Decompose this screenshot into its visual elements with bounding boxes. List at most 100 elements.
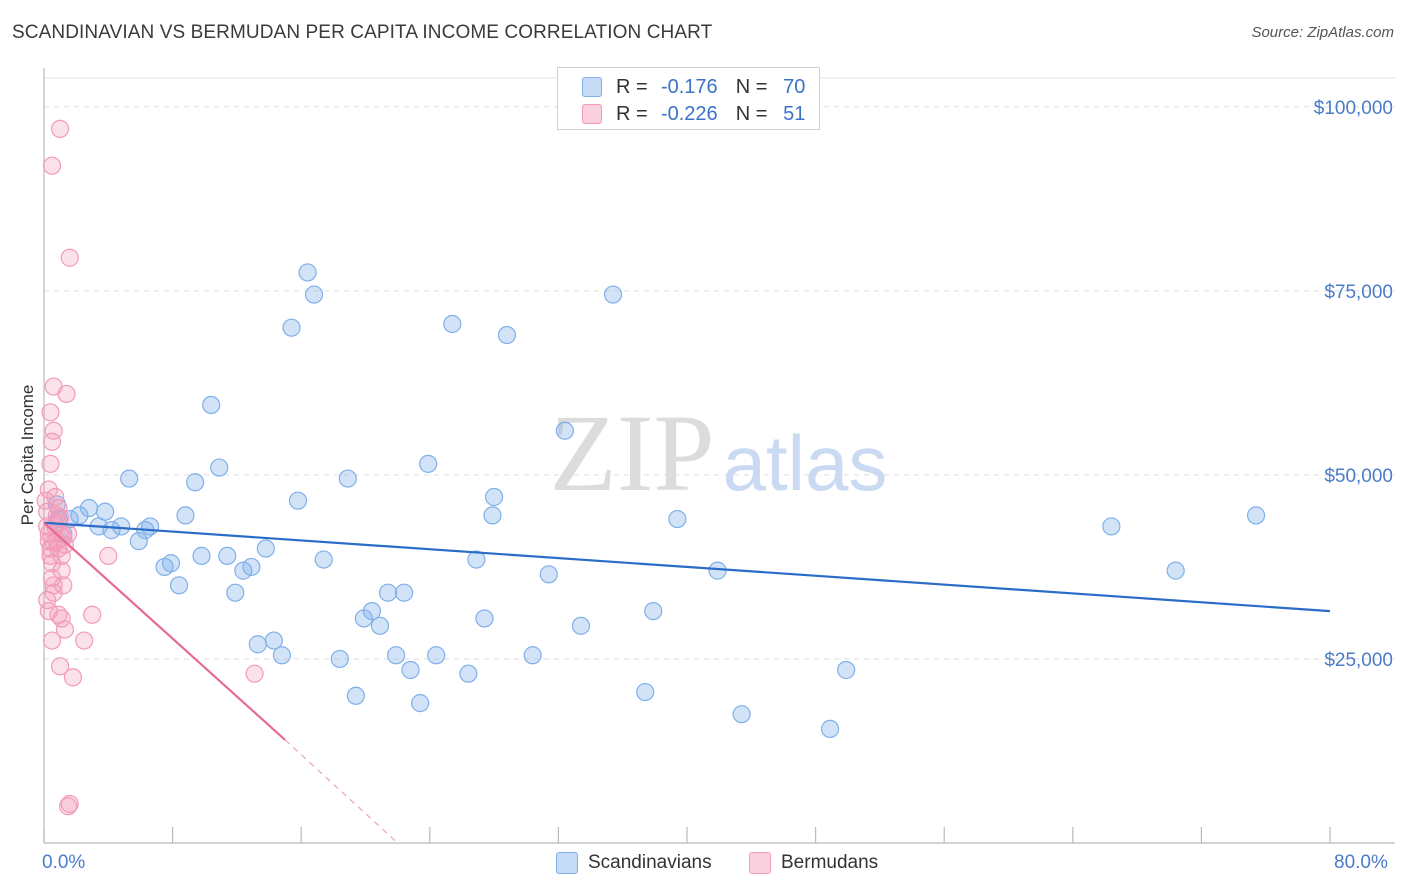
scandinavian-point-69 xyxy=(1246,506,1266,525)
scandinavian-point-11 xyxy=(129,532,148,551)
bermudan-point-50 xyxy=(50,508,70,527)
y-tick-label-1: $50,000 xyxy=(1324,466,1393,487)
scandinavian-point-21 xyxy=(210,458,229,477)
scandinavian-point-49 xyxy=(459,664,478,683)
bermudan-point-29 xyxy=(52,561,71,580)
scandinavian-point-41 xyxy=(378,583,398,602)
scandinavian-point-59 xyxy=(603,285,623,304)
scandinavian-point-55 xyxy=(523,646,542,665)
y-tick-label-3: $100,000 xyxy=(1314,98,1393,119)
trend-lines xyxy=(43,521,1331,844)
scandinavian-point-60 xyxy=(636,682,655,702)
scandinavian-point-66 xyxy=(837,660,856,680)
source-label: Source: ZipAtlas.com xyxy=(1251,24,1394,41)
r-label: R = xyxy=(616,75,648,98)
correlation-legend: R = -0.176 N = 70 R = -0.226 N = 51 xyxy=(557,67,820,130)
scandinavian-point-40 xyxy=(370,616,390,635)
y-tick-label-0: $25,000 xyxy=(1324,650,1393,671)
r-value: -0.226 xyxy=(660,102,718,125)
scandinavian-point-23 xyxy=(226,583,245,602)
bermudan-point-13 xyxy=(42,631,62,650)
scandinavian-point-45 xyxy=(411,694,430,713)
bermudan-point-26 xyxy=(52,546,71,565)
y-tick-label-2: $75,000 xyxy=(1324,282,1393,303)
n-label: N = xyxy=(735,75,768,98)
scandinavian-point-54 xyxy=(497,325,517,345)
bermudan-point-41 xyxy=(75,631,94,650)
bermudan-point-35 xyxy=(57,384,76,404)
bermudan-point-34 xyxy=(50,657,70,676)
scandinavian-point-52 xyxy=(483,506,502,525)
scandinavian-point-35 xyxy=(330,649,349,669)
scandinavian-point-42 xyxy=(386,646,406,665)
bermudan-point-28 xyxy=(55,535,74,554)
scandinavian-point-37 xyxy=(346,686,365,705)
x-tick-label-max: 80.0% xyxy=(1334,852,1388,873)
scandinavian-point-57 xyxy=(555,421,574,440)
bermudan-point-38 xyxy=(63,668,83,687)
bermudan-point-17 xyxy=(41,403,60,422)
scandinavian-point-20 xyxy=(202,395,221,415)
scandinavian-point-19 xyxy=(192,546,211,565)
legend-item-bermudans: Bermudans xyxy=(749,852,878,874)
scandinavian-point-51 xyxy=(475,609,494,628)
scandinavian-point-64 xyxy=(732,705,751,724)
scandinavian-point-58 xyxy=(571,616,591,635)
scandinavian-point-68 xyxy=(1166,561,1185,580)
scandinavian-point-44 xyxy=(401,660,420,680)
scandinavian-point-18 xyxy=(186,473,205,492)
scandinavian-point-22 xyxy=(218,546,237,565)
scandinavian-point-62 xyxy=(668,509,687,529)
bermudans-points xyxy=(36,119,264,816)
n-value: 51 xyxy=(783,102,806,125)
scandinavian-point-61 xyxy=(644,601,663,621)
bermudan-point-32 xyxy=(52,609,71,628)
bermudans-trend-line xyxy=(43,521,286,741)
bermudan-point-19 xyxy=(39,480,58,499)
scandinavian-point-30 xyxy=(282,318,301,337)
scandinavian-point-65 xyxy=(820,719,840,738)
scandinavian-point-48 xyxy=(443,314,462,334)
bermudan-point-44 xyxy=(245,664,264,683)
scandinavian-point-26 xyxy=(248,635,267,654)
r-value: -0.176 xyxy=(660,75,718,98)
bermudan-point-30 xyxy=(54,576,73,595)
legend-label-scandinavians: Scandinavians xyxy=(588,852,712,873)
watermark-zip: ZIP xyxy=(550,392,715,514)
scandinavian-point-9 xyxy=(112,517,131,536)
scandinavian-point-56 xyxy=(539,565,558,584)
axes xyxy=(43,68,1395,844)
bermudan-point-16 xyxy=(44,421,63,440)
r-label: R = xyxy=(616,102,648,125)
scandinavian-point-25 xyxy=(242,557,261,577)
bermudans-trend-extension xyxy=(284,739,399,844)
legend-swatch-pink xyxy=(582,104,602,124)
scandinavian-point-46 xyxy=(419,454,438,473)
scandinavian-point-29 xyxy=(272,646,292,665)
bermudan-point-37 xyxy=(60,248,79,267)
scandinavian-point-27 xyxy=(256,539,275,558)
scandinavian-point-34 xyxy=(314,550,333,569)
legend-row-scandinavians: R = -0.176 N = 70 xyxy=(558,73,805,101)
scandinavian-point-10 xyxy=(120,469,139,488)
scandinavian-point-47 xyxy=(427,646,446,665)
scandinavian-point-36 xyxy=(338,469,357,488)
scandinavian-point-33 xyxy=(304,285,324,304)
bermudan-point-43 xyxy=(99,546,118,565)
scandinavian-point-15 xyxy=(161,554,181,573)
scandinavian-point-32 xyxy=(298,263,317,282)
legend-label-bermudans: Bermudans xyxy=(781,852,879,873)
n-value: 70 xyxy=(783,75,806,98)
scandinavians-points xyxy=(47,263,1266,738)
scandinavian-point-17 xyxy=(176,506,195,525)
n-label: N = xyxy=(735,102,768,125)
legend-swatch-blue xyxy=(582,77,602,97)
legend-swatch-bermudans xyxy=(749,852,771,874)
scandinavian-point-7 xyxy=(95,502,115,521)
x-tick-label-min: 0.0% xyxy=(42,852,86,873)
bermudan-point-8 xyxy=(42,568,62,588)
scandinavian-point-8 xyxy=(102,521,121,540)
scandinavian-point-50 xyxy=(467,550,486,569)
bermudan-point-33 xyxy=(55,620,74,639)
